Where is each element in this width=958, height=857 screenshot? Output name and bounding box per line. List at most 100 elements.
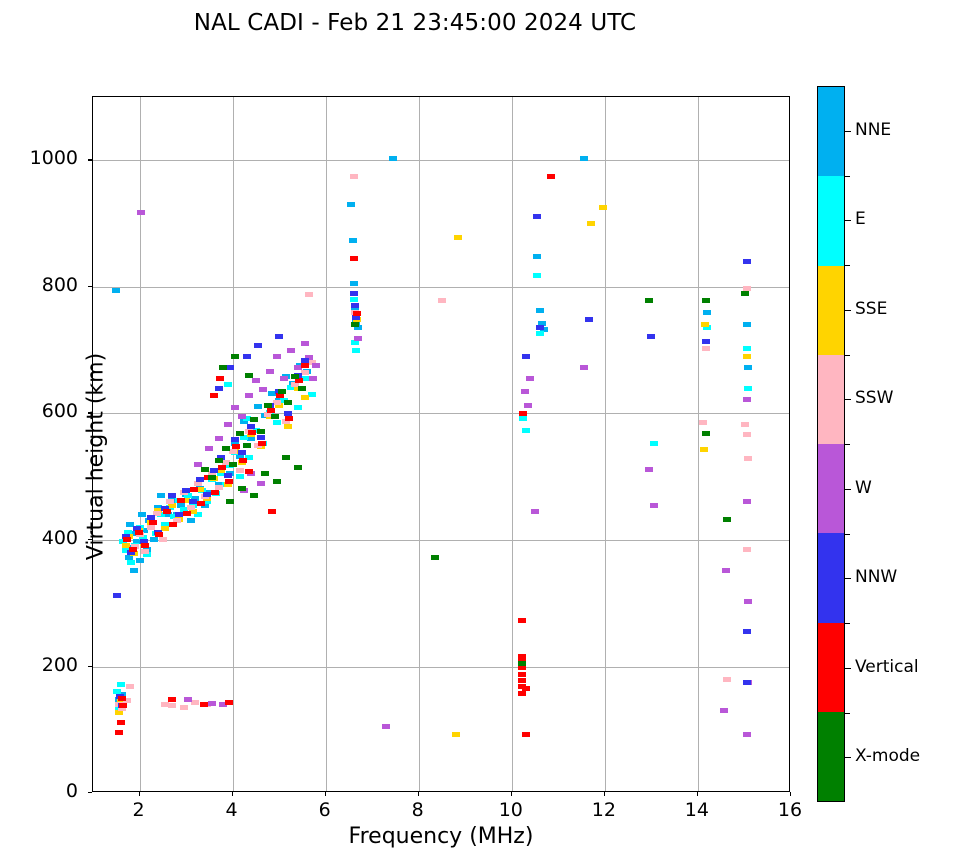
echo-point	[722, 517, 731, 523]
echo-point	[240, 418, 249, 424]
echo-point	[703, 309, 712, 315]
echo-point	[148, 519, 157, 525]
echo-point	[645, 298, 654, 304]
echo-point	[123, 529, 132, 535]
echo-point	[347, 202, 356, 208]
echo-point	[117, 706, 126, 712]
colorbar-tick	[845, 488, 851, 490]
echo-point	[349, 255, 358, 261]
echo-point	[128, 546, 137, 552]
echo-point	[382, 724, 391, 730]
echo-point	[282, 455, 291, 461]
echo-point	[223, 481, 232, 487]
colorbar-label-sse: SSE	[855, 298, 888, 319]
x-tick-label: 2	[132, 799, 145, 821]
echo-point	[147, 515, 156, 521]
echo-point	[300, 341, 309, 347]
echo-point	[232, 443, 241, 449]
echo-point	[158, 537, 167, 543]
colorbar	[817, 86, 845, 802]
echo-point	[134, 529, 143, 535]
echo-point	[257, 441, 266, 447]
echo-point	[722, 676, 731, 682]
echo-point	[242, 415, 251, 421]
colorbar-boundary-tick	[845, 265, 850, 267]
echo-point	[136, 209, 145, 215]
echo-point	[114, 709, 123, 715]
echo-point	[183, 510, 191, 516]
echo-point	[205, 445, 214, 451]
y-tick-label: 0	[65, 780, 78, 802]
echo-point	[298, 385, 307, 391]
echo-point	[129, 567, 138, 573]
echo-point	[268, 508, 277, 514]
echo-point	[524, 402, 533, 408]
echo-point	[168, 493, 177, 499]
echo-point	[116, 719, 125, 725]
gridline-vertical	[511, 97, 513, 791]
echo-point	[520, 388, 529, 394]
echo-point	[258, 386, 267, 392]
echo-point	[184, 493, 193, 499]
colorbar-segment-nnw	[818, 533, 844, 623]
echo-point	[121, 534, 130, 540]
echo-point	[147, 524, 156, 530]
colorbar-boundary-tick	[845, 623, 850, 625]
echo-point	[284, 399, 293, 405]
echo-point	[230, 437, 239, 443]
echo-point	[228, 461, 237, 467]
echo-point	[203, 491, 211, 497]
echo-point	[218, 464, 227, 470]
echo-point	[518, 690, 526, 696]
echo-point	[272, 399, 281, 405]
echo-point	[149, 537, 158, 543]
echo-point	[223, 422, 232, 428]
echo-point	[521, 686, 530, 692]
page-title: NAL CADI - Feb 21 23:45:00 2024 UTC	[193, 10, 637, 36]
echo-point	[247, 423, 256, 429]
echo-point	[217, 471, 225, 476]
echo-point	[540, 326, 549, 332]
echo-point	[518, 665, 526, 671]
echo-point	[247, 432, 256, 438]
echo-point	[291, 374, 300, 380]
echo-point	[155, 532, 164, 538]
echo-point	[742, 396, 751, 402]
echo-point	[133, 526, 142, 531]
echo-point	[116, 698, 125, 704]
echo-point	[275, 333, 284, 339]
echo-point	[742, 499, 751, 505]
echo-point	[521, 353, 530, 359]
colorbar-boundary-tick	[845, 533, 850, 535]
echo-point	[122, 697, 131, 703]
echo-point	[272, 479, 281, 485]
y-tick-label: 400	[41, 526, 78, 549]
echo-point	[579, 365, 588, 371]
echo-point	[742, 259, 751, 264]
echo-point	[230, 353, 239, 359]
echo-point	[270, 414, 279, 419]
echo-point	[214, 385, 223, 391]
echo-point	[307, 360, 316, 366]
x-tick-label: 10	[498, 799, 523, 821]
echo-point	[242, 442, 251, 448]
echo-point	[193, 511, 202, 517]
colorbar-label-nnw: NNW	[855, 567, 898, 588]
colorbar-tick	[845, 220, 851, 222]
echo-point	[172, 518, 181, 524]
echo-point	[354, 336, 363, 342]
echo-point	[162, 508, 171, 514]
echo-point	[127, 559, 136, 565]
echo-point	[521, 732, 530, 738]
echo-point	[263, 412, 272, 418]
echo-point	[186, 518, 195, 524]
echo-point	[518, 677, 526, 683]
echo-point	[744, 456, 753, 462]
echo-point	[538, 321, 546, 326]
echo-point	[535, 325, 544, 331]
echo-point	[742, 732, 751, 738]
echo-point	[300, 376, 309, 382]
echo-point	[224, 479, 233, 485]
echo-point	[742, 285, 751, 291]
echo-point	[300, 369, 309, 375]
